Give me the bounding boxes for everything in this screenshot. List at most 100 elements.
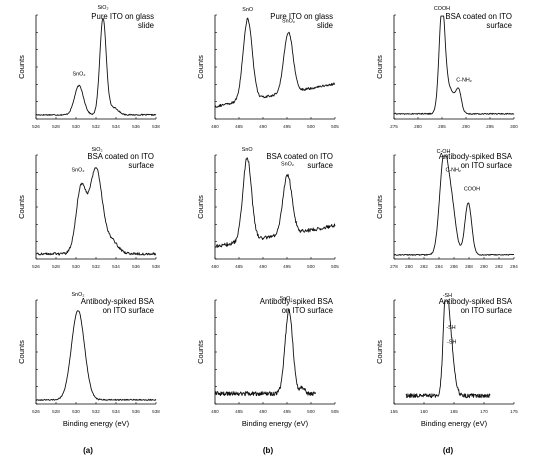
x-tick-label: 536	[132, 124, 140, 129]
y-axis-label: Counts	[375, 340, 384, 364]
x-tick-label: 534	[112, 409, 120, 414]
spectrum-line	[393, 15, 515, 115]
x-tick-label: 480	[211, 124, 219, 129]
x-tick-label: 530	[72, 124, 80, 129]
x-tick-label: 288	[465, 264, 473, 269]
y-axis-label: Counts	[196, 55, 205, 79]
x-tick-label: 485	[235, 264, 243, 269]
x-tick-label: 300	[510, 124, 518, 129]
x-tick-label: 526	[32, 124, 40, 129]
x-tick-label: 294	[510, 264, 518, 269]
x-tick-label: 495	[283, 409, 291, 414]
x-tick-label: 160	[420, 409, 428, 414]
x-tick-label: 500	[307, 409, 315, 414]
peak-label: SnO₂	[72, 292, 85, 298]
peak-label: SnO	[242, 7, 253, 13]
x-tick-label: 284	[435, 264, 443, 269]
spectrum-line	[393, 155, 515, 256]
peak-label: -SH	[446, 325, 455, 331]
x-tick-label: 290	[462, 124, 470, 129]
x-tick-label: 490	[259, 264, 267, 269]
x-tick-label: 285	[438, 124, 446, 129]
spectrum-line	[35, 18, 157, 116]
x-tick-label: 532	[92, 409, 100, 414]
x-tick-label: 538	[152, 264, 160, 269]
x-tick-label: 538	[152, 124, 160, 129]
spectrum-line	[214, 308, 317, 397]
x-axis-label: Binding energy (eV)	[63, 419, 130, 428]
x-tick-label: 530	[72, 409, 80, 414]
spectrum-line	[214, 17, 336, 108]
x-tick-label: 175	[510, 409, 518, 414]
panel-title: BSA coated on ITO surface	[266, 152, 333, 170]
x-tick-label: 280	[414, 124, 422, 129]
x-tick-label: 528	[52, 124, 60, 129]
panel-title: Antibody-spiked BSA on ITO surface	[81, 297, 155, 315]
spectrum-panel-a3: 526 528 530 532 534 536 538 Counts Binding energ…	[17, 292, 160, 428]
y-axis-label: Counts	[196, 195, 205, 219]
x-tick-label: 495	[283, 124, 291, 129]
y-axis-label: Counts	[375, 55, 384, 79]
x-tick-label: 286	[450, 264, 458, 269]
x-tick-label: 278	[390, 264, 398, 269]
x-tick-label: 500	[307, 124, 315, 129]
peak-label: SnO₂	[280, 296, 293, 302]
peak-label: C-OH	[437, 149, 451, 155]
spectrum-panel-c1: 275 280 285 290 295 300 Counts COOH C-NH₂ BSA coa…	[375, 6, 518, 129]
x-tick-label: 282	[420, 264, 428, 269]
panel-title: Antibody-spiked BSA on ITO surface	[439, 297, 513, 315]
panel-title: Pure ITO on glass slide	[91, 12, 154, 30]
y-axis-label: Counts	[17, 340, 26, 364]
panel-title: Antibody-spiked BSA on ITO surface	[439, 152, 513, 170]
peak-label: SnO₂	[282, 18, 295, 24]
peak-label: C-NH₂	[445, 168, 461, 174]
x-tick-label: 500	[307, 264, 315, 269]
x-tick-label: 526	[32, 264, 40, 269]
x-tick-label: 536	[132, 409, 140, 414]
y-axis-label: Counts	[375, 195, 384, 219]
peak-label: SiO₂	[97, 5, 108, 11]
x-tick-label: 536	[132, 264, 140, 269]
x-tick-label: 532	[92, 264, 100, 269]
peak-label: COOH	[434, 6, 450, 12]
x-tick-label: 490	[259, 409, 267, 414]
x-tick-label: 526	[32, 409, 40, 414]
spectrum-panel-b3: 480 485 490 495 500 505 Counts Binding energy (…	[196, 296, 339, 428]
x-tick-label: 505	[331, 124, 339, 129]
x-tick-label: 155	[390, 409, 398, 414]
x-tick-label: 532	[92, 124, 100, 129]
peak-label: SnO₂	[73, 71, 86, 77]
x-tick-label: 485	[235, 124, 243, 129]
peak-label: SnO	[242, 147, 253, 153]
x-tick-label: 528	[52, 409, 60, 414]
peak-label: SnO₂	[72, 168, 85, 174]
spectrum-panel-a1: 526 528 530 532 534 536 538 Counts SnO₂ SiO₂Pure …	[17, 5, 160, 129]
x-tick-label: 534	[112, 124, 120, 129]
peak-label: SnO₂	[281, 161, 294, 167]
x-tick-label: 480	[211, 409, 219, 414]
spectrum-line	[405, 300, 491, 399]
column-label-a: (a)	[83, 446, 93, 455]
panel-title: Antibody-spiked BSA on ITO surface	[260, 297, 334, 315]
panel-title: BSA coated on ITO surface	[445, 12, 512, 30]
y-axis-label: Counts	[17, 55, 26, 79]
x-tick-label: 275	[390, 124, 398, 129]
x-axis-label: Binding energy (eV)	[421, 419, 488, 428]
x-tick-label: 295	[486, 124, 494, 129]
x-tick-label: 280	[405, 264, 413, 269]
x-tick-label: 538	[152, 409, 160, 414]
panel-title: Pure ITO on glass slide	[270, 12, 333, 30]
peak-label: -SH	[443, 293, 452, 299]
x-tick-label: 490	[259, 124, 267, 129]
x-tick-label: 485	[235, 409, 243, 414]
x-tick-label: 534	[112, 264, 120, 269]
spectrum-panel-c3: 155 160 165 170 175 Counts Binding energy (eV)…	[375, 293, 518, 428]
column-label-d: (d)	[443, 446, 454, 455]
x-tick-label: 495	[283, 264, 291, 269]
x-tick-label: 505	[331, 264, 339, 269]
x-tick-label: 170	[480, 409, 488, 414]
